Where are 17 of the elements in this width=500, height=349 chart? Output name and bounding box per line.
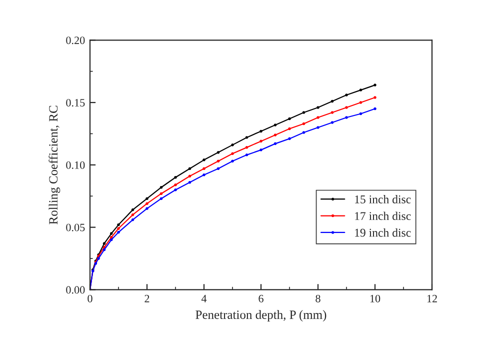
y-tick-label: 0.05 — [66, 224, 85, 232]
legend-label: 17 inch disc — [355, 212, 411, 220]
x-tick-label: 10 — [370, 294, 380, 302]
legend-label: 19 inch disc — [355, 228, 411, 237]
y-axis-title: Rolling Coefficient, RC — [48, 106, 60, 224]
legend-label: 15 inch disc — [355, 195, 411, 204]
x-tick-label: 0 — [88, 294, 92, 302]
y-tick-label: 0.10 — [66, 161, 85, 169]
x-tick-label: 8 — [316, 294, 320, 302]
x-tick-label: 4 — [201, 294, 207, 302]
y-tick-label: 0.20 — [66, 36, 85, 44]
x-tick-label: 6 — [258, 294, 264, 302]
y-tick-label: 0.00 — [66, 286, 85, 294]
y-tick-label: 0.15 — [66, 98, 85, 107]
x-tick-label: 2 — [144, 294, 150, 302]
x-axis-title: Penetration depth, P (mm) — [196, 310, 326, 322]
x-tick-label: 12 — [427, 294, 437, 302]
